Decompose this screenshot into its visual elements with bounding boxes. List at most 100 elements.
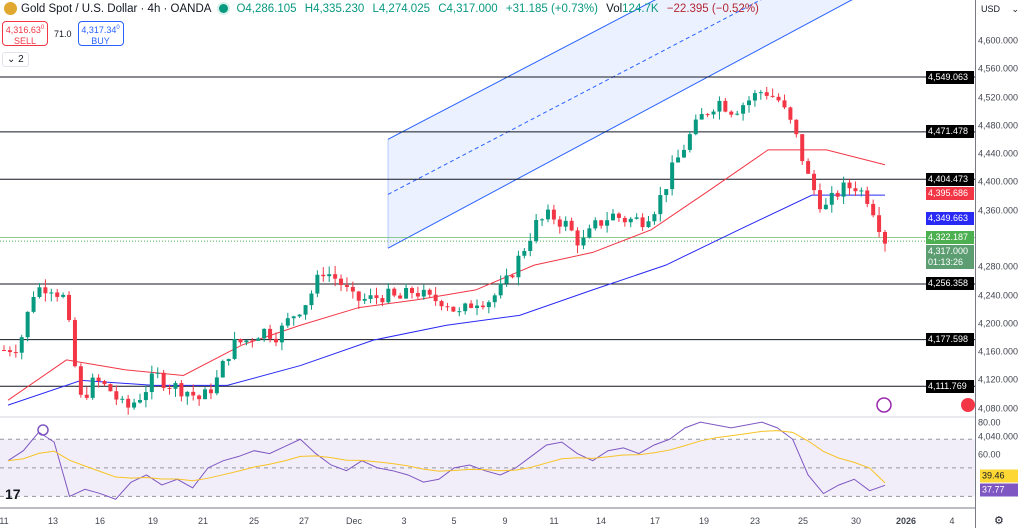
- candle-body: [120, 398, 125, 400]
- time-tick-label: 5: [451, 516, 457, 526]
- candle-body: [699, 114, 704, 120]
- time-tick-label: 19: [147, 516, 159, 526]
- candle-body: [622, 217, 627, 223]
- candle-body: [705, 114, 710, 116]
- price-tick-label: 4,160.000: [978, 346, 1019, 357]
- candle-body: [498, 283, 503, 296]
- buy-price-sup: 0: [116, 25, 120, 31]
- candle-body: [191, 391, 196, 396]
- candle-body: [486, 302, 491, 308]
- candle-body: [747, 100, 752, 106]
- candle-body: [197, 395, 202, 400]
- candle-body: [415, 293, 420, 297]
- candle-body: [581, 237, 586, 246]
- candle-body: [575, 230, 580, 246]
- candle-body: [421, 289, 426, 297]
- high-value: H4,335.230: [304, 2, 365, 15]
- price-tick-label: 4,520.000: [978, 92, 1019, 103]
- price-tag: 4,256.358: [926, 277, 974, 291]
- candle-body: [640, 217, 645, 228]
- time-tick-label: 30: [850, 516, 862, 526]
- candle-body: [433, 294, 438, 302]
- candle-body: [557, 219, 562, 227]
- time-tick-label: 2026: [895, 516, 917, 526]
- candle-body: [847, 182, 852, 189]
- rsi-tick-label: 60.00: [978, 449, 1001, 460]
- candle-body: [628, 218, 633, 223]
- time-tick-label: 17: [649, 516, 661, 526]
- volume-label: Vol: [606, 2, 623, 15]
- candle-body: [445, 306, 450, 308]
- time-tick-label: 19: [698, 516, 710, 526]
- candle-body: [587, 228, 592, 238]
- collapse-indicators-button[interactable]: ⌄ 2: [2, 52, 29, 67]
- candle-body: [226, 358, 231, 362]
- time-tick-label: 9: [502, 516, 508, 526]
- rsi-value-tag: 37.77: [980, 483, 1018, 497]
- candle-body: [551, 209, 556, 220]
- candle-body: [741, 105, 746, 114]
- candle-body: [817, 190, 822, 210]
- rsi-line: [7, 421, 886, 500]
- channel-middle-line: [387, 0, 762, 195]
- candle-body: [788, 107, 793, 120]
- candle-body: [102, 381, 107, 385]
- candle-body: [327, 274, 332, 277]
- candle-body: [78, 366, 83, 395]
- candle-body: [214, 377, 219, 394]
- us-flag-icon: [961, 398, 975, 412]
- spread-value: 71.0: [54, 28, 72, 39]
- candle-body: [149, 373, 154, 393]
- candle-body: [90, 377, 95, 398]
- candle-body: [563, 220, 568, 227]
- candle-body: [244, 340, 249, 343]
- candle-body: [155, 372, 160, 374]
- candle-body: [368, 295, 373, 299]
- price-axis[interactable]: [975, 0, 1024, 528]
- price-tick-label: 4,280.000: [978, 261, 1019, 272]
- candle-body: [114, 391, 119, 400]
- indicator-count: 2: [18, 54, 24, 65]
- currency-selector[interactable]: USD ⌄: [978, 2, 1022, 18]
- candle-body: [510, 275, 515, 278]
- candle-body: [409, 287, 414, 294]
- candle-body: [439, 301, 444, 307]
- candle-body: [392, 288, 397, 296]
- candle-body: [291, 316, 296, 319]
- trade-panel: 4,316.630 SELL 71.0 4,317.340 BUY: [2, 21, 124, 46]
- candle-body: [344, 285, 349, 287]
- candle-body: [43, 287, 48, 294]
- candle-body: [273, 338, 278, 343]
- sell-button[interactable]: 4,316.630 SELL: [2, 21, 48, 46]
- candle-body: [528, 240, 533, 251]
- time-tick-label: 27: [298, 516, 310, 526]
- candle-body: [480, 305, 485, 308]
- candle-body: [161, 372, 166, 388]
- symbol-title[interactable]: Gold Spot / U.S. Dollar · 4h · OANDA: [21, 2, 212, 15]
- candle-body: [871, 203, 876, 216]
- candle-body: [670, 162, 675, 190]
- candle-body: [504, 275, 509, 284]
- tradingview-logo[interactable]: 17: [5, 486, 21, 502]
- candle-body: [800, 134, 805, 162]
- price-tick-label: 4,360.000: [978, 205, 1019, 216]
- settings-gear-icon[interactable]: ⚙: [994, 515, 1004, 527]
- candle-body: [2, 350, 6, 352]
- buy-button[interactable]: 4,317.340 BUY: [77, 21, 124, 46]
- candle-body: [593, 220, 598, 229]
- candle-body: [262, 328, 267, 339]
- price-tick-label: 4,600.000: [978, 35, 1019, 46]
- time-tick-label: 3: [401, 516, 407, 526]
- time-tick-label: 13: [47, 516, 59, 526]
- candle-body: [752, 93, 757, 101]
- candle-body: [84, 394, 89, 398]
- candle-body: [883, 232, 887, 244]
- time-tick-label: 11: [0, 516, 9, 526]
- chevron-down-icon: ⌄: [1011, 4, 1019, 14]
- candle-body: [220, 361, 225, 378]
- candle-body: [492, 295, 497, 303]
- time-tick-label: 16: [94, 516, 106, 526]
- candle-body: [599, 220, 604, 226]
- price-tag: 4,549.063: [926, 70, 974, 84]
